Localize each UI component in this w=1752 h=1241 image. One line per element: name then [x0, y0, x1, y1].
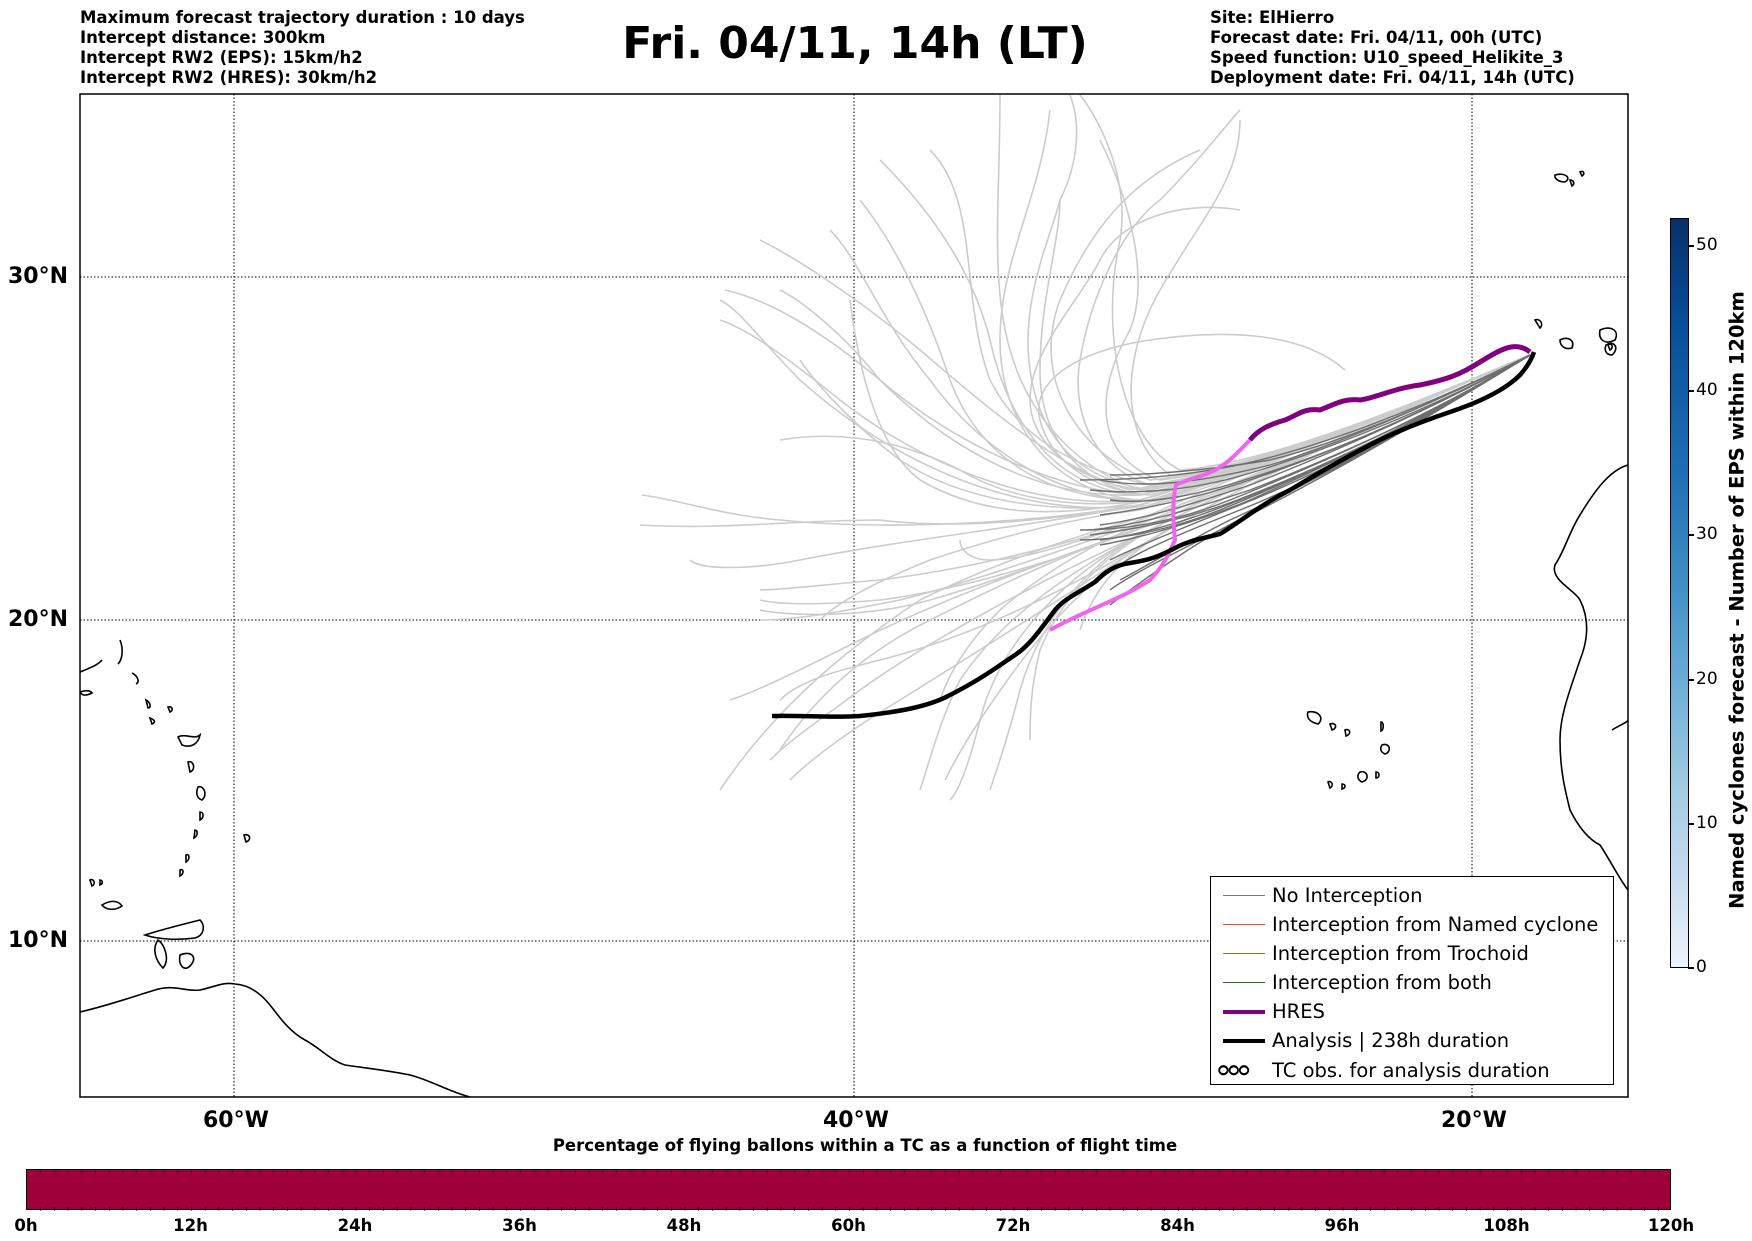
map-legend: No Interception Interception from Named …	[1210, 876, 1614, 1085]
no-interception-trajectories	[1079, 354, 1531, 606]
legend-label: HRES	[1272, 1000, 1325, 1023]
lon-label-40w: 40°W	[823, 1108, 889, 1133]
colorbar-tc-tick: 108h	[1483, 1216, 1530, 1235]
colorbar-tick-20: 20	[1696, 669, 1718, 689]
colorbar-tickmark	[1688, 679, 1694, 681]
legend-swatch	[1223, 1010, 1265, 1014]
legend-item-tc-obs: ഠഠഠ TC obs. for analysis duration	[1211, 1058, 1613, 1084]
colorbar-tickmark	[1688, 967, 1694, 969]
colorbar-tick-40: 40	[1696, 380, 1718, 400]
legend-item-no-interception: No Interception	[1211, 883, 1613, 909]
colorbar-tc-percentage	[26, 1169, 1671, 1211]
legend-label: Interception from Named cyclone	[1272, 913, 1599, 936]
colorbar-tc-tick: 24h	[337, 1216, 373, 1235]
lat-label-20n: 20°N	[8, 607, 69, 632]
colorbar-tc-tick: 48h	[666, 1216, 702, 1235]
header-right-line: Speed function: U10_speed_Helikite_3	[1210, 48, 1564, 67]
colorbar-tick-50: 50	[1696, 235, 1718, 255]
header-left-line: Intercept distance: 300km	[80, 28, 326, 47]
lon-label-60w: 60°W	[203, 1108, 269, 1133]
colorbar-tc-tick: 36h	[502, 1216, 537, 1235]
legend-label: No Interception	[1272, 884, 1423, 907]
colorbar-eps-count	[1670, 218, 1689, 968]
legend-item-both: Interception from both	[1211, 970, 1613, 996]
analysis-trajectory	[771, 351, 1537, 719]
coastlines	[80, 170, 1628, 1097]
legend-swatch	[1223, 1039, 1265, 1043]
colorbar-tc-tick: 60h	[831, 1216, 866, 1235]
colorbar-tickmark	[1688, 245, 1694, 247]
legend-label: Interception from Trochoid	[1272, 942, 1529, 965]
colorbar-tc-tick: 84h	[1160, 1216, 1195, 1235]
colorbar-tc-tick: 96h	[1324, 1216, 1360, 1235]
colorbar-tick-30: 30	[1696, 524, 1718, 544]
colorbar-tickmark	[1688, 534, 1694, 536]
colorbar-tickmark	[1688, 390, 1694, 392]
header-right-line: Forecast date: Fri. 04/11, 00h (UTC)	[1210, 28, 1543, 47]
colorbar-tc-tick: 120h	[1647, 1216, 1695, 1235]
lon-label-20w: 20°W	[1441, 1108, 1507, 1133]
legend-item-trochoid: Interception from Trochoid	[1211, 941, 1613, 967]
tc-symbol-icon: ഠഠഠ	[1217, 1060, 1249, 1080]
colorbar-tc-tick: 72h	[995, 1216, 1031, 1235]
legend-swatch	[1223, 895, 1265, 896]
header-left-info: Maximum forecast trajectory duration : 1…	[80, 8, 525, 88]
header-right-line: Site: ElHierro	[1210, 8, 1335, 27]
colorbar-tick-10: 10	[1696, 813, 1718, 833]
legend-label: Analysis | 238h duration	[1272, 1029, 1510, 1052]
hres-trajectory	[1049, 344, 1532, 632]
legend-swatch	[1223, 953, 1265, 954]
header-left-line: Maximum forecast trajectory duration : 1…	[80, 8, 525, 27]
legend-item-analysis: Analysis | 238h duration	[1211, 1028, 1613, 1054]
eps-trajectories	[639, 94, 1531, 801]
colorbar-tickmark	[1688, 823, 1694, 825]
legend-label: TC obs. for analysis duration	[1272, 1059, 1550, 1082]
legend-swatch	[1223, 924, 1265, 925]
legend-swatch	[1223, 982, 1265, 983]
header-right-info: Site: ElHierro Forecast date: Fri. 04/11…	[1210, 8, 1575, 88]
colorbar-tc-title: Percentage of flying ballons within a TC…	[552, 1136, 1178, 1155]
colorbar-tick-0: 0	[1696, 957, 1707, 977]
header-left-line: Intercept RW2 (EPS): 15km/h2	[80, 48, 363, 67]
colorbar-eps-label: Named cyclones forecast - Number of EPS …	[1725, 291, 1749, 909]
map-frame	[79, 93, 1629, 1098]
legend-label: Interception from both	[1272, 971, 1492, 994]
lat-label-30n: 30°N	[8, 264, 69, 289]
colorbar-tc-tick: 0h	[14, 1216, 38, 1235]
header-right-line: Deployment date: Fri. 04/11, 14h (UTC)	[1210, 68, 1575, 87]
header-left-line: Intercept RW2 (HRES): 30km/h2	[80, 68, 378, 87]
lat-label-10n: 10°N	[8, 928, 69, 953]
legend-item-named-cyclone: Interception from Named cyclone	[1211, 912, 1613, 938]
colorbar-tc-minor-ticks	[40, 1170, 1659, 1211]
colorbar-tc-tick: 12h	[173, 1216, 208, 1235]
legend-item-hres: HRES	[1211, 999, 1613, 1025]
page-title: Fri. 04/11, 14h (LT)	[622, 18, 1088, 69]
